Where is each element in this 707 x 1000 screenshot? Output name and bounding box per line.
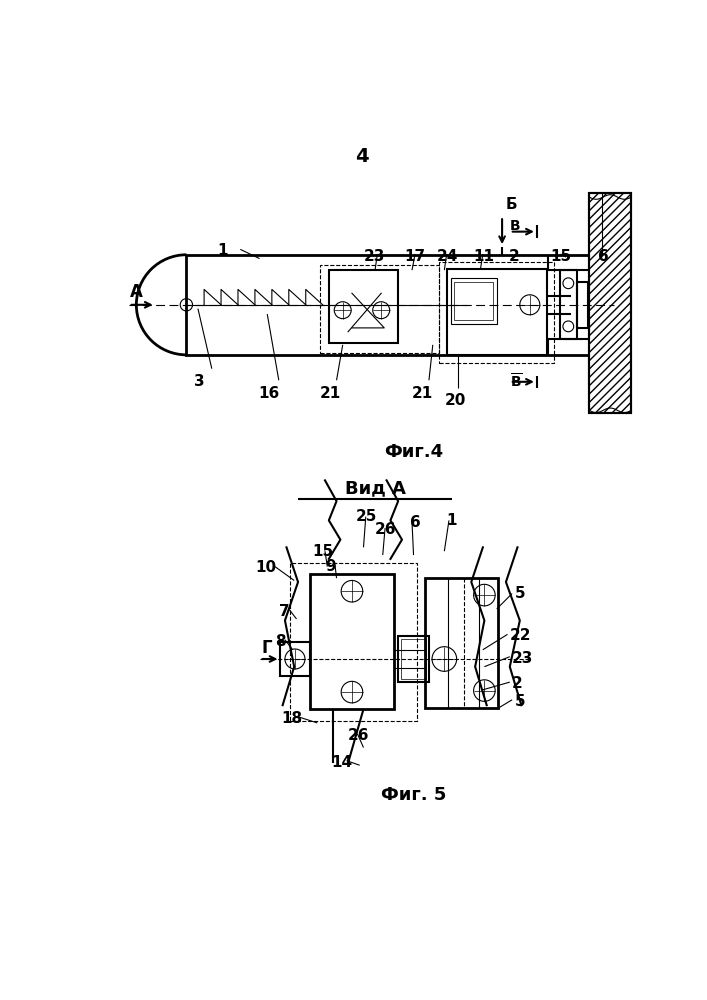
Bar [281, 642, 310, 676]
Text: 25: 25 [356, 509, 377, 524]
Bar [447, 269, 547, 355]
Text: Б: Б [506, 197, 518, 212]
Text: Вид А: Вид А [344, 479, 406, 497]
Text: 2: 2 [512, 676, 523, 691]
Text: 1: 1 [447, 513, 457, 528]
Text: 26: 26 [348, 728, 370, 743]
Text: 6: 6 [598, 249, 609, 264]
Text: 23: 23 [363, 249, 385, 264]
Bar [320, 265, 439, 353]
Bar [310, 574, 395, 709]
Text: 21: 21 [320, 386, 341, 401]
Text: 15: 15 [551, 249, 572, 264]
Bar [398, 636, 429, 682]
Text: 6: 6 [409, 515, 421, 530]
Text: Фиг.4: Фиг.4 [384, 443, 443, 461]
Text: 11: 11 [474, 249, 495, 264]
Text: 18: 18 [281, 711, 302, 726]
Text: 15: 15 [312, 544, 333, 558]
Text: 17: 17 [404, 249, 426, 264]
Bar [439, 262, 554, 363]
Bar [589, 193, 631, 413]
Bar [291, 563, 417, 721]
Text: А: А [130, 283, 143, 301]
Bar [455, 282, 493, 320]
Bar [425, 578, 498, 708]
Text: 7: 7 [279, 604, 289, 619]
Bar [187, 255, 598, 355]
Text: 1: 1 [217, 243, 228, 258]
Text: 26: 26 [375, 522, 397, 537]
Text: 10: 10 [256, 560, 277, 575]
Text: $\overline{\mathbf{В}}$: $\overline{\mathbf{В}}$ [510, 373, 522, 391]
Bar [577, 282, 588, 328]
Text: Фиг. 5: Фиг. 5 [381, 786, 446, 804]
Text: 8: 8 [275, 634, 286, 649]
Text: 4: 4 [355, 147, 369, 166]
Text: 21: 21 [412, 386, 433, 401]
Text: 16: 16 [258, 386, 279, 401]
Text: 23: 23 [512, 651, 534, 666]
Text: В: В [510, 219, 520, 233]
Text: 5: 5 [515, 586, 526, 601]
Bar [450, 278, 497, 324]
Text: 9: 9 [325, 559, 336, 574]
Text: 24: 24 [437, 249, 458, 264]
Bar [589, 193, 631, 413]
Text: 20: 20 [444, 393, 466, 408]
Bar [329, 270, 398, 343]
Text: 3: 3 [194, 374, 205, 389]
Bar [560, 270, 577, 339]
Text: 22: 22 [510, 628, 531, 643]
Text: 14: 14 [331, 755, 352, 770]
Text: Г: Г [261, 639, 271, 657]
Bar [402, 639, 426, 679]
Text: 5: 5 [515, 694, 526, 709]
Text: 2: 2 [508, 249, 519, 264]
Bar [395, 650, 425, 668]
